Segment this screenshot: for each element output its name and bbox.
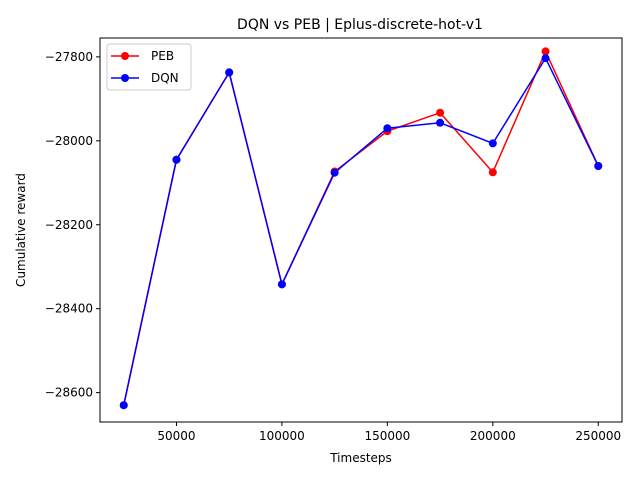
plot-area xyxy=(99,37,623,423)
legend-marker-dqn xyxy=(121,74,129,82)
data-point-peb xyxy=(541,47,550,56)
x-tick-label: 150000 xyxy=(364,429,410,443)
data-point-dqn xyxy=(330,168,339,177)
data-point-peb xyxy=(488,168,497,177)
y-tick-label: −28400 xyxy=(45,302,93,316)
chart-title: DQN vs PEB | Eplus-discrete-hot-v1 xyxy=(237,17,483,33)
data-point-dqn xyxy=(488,139,497,148)
series-line-dqn xyxy=(122,56,599,406)
y-axis-label: Cumulative reward xyxy=(14,173,28,287)
data-point-dqn xyxy=(225,68,234,77)
data-point-peb xyxy=(436,108,445,117)
data-point-dqn xyxy=(541,54,550,63)
x-tick-label: 200000 xyxy=(470,429,516,443)
y-tick-label: −28200 xyxy=(45,218,93,232)
legend: PEB DQN xyxy=(106,43,192,91)
x-tick-label: 250000 xyxy=(575,429,621,443)
legend-marker-peb xyxy=(121,52,129,60)
x-axis: 50000 100000 150000 200000 250000 xyxy=(157,422,621,443)
data-point-dqn xyxy=(277,280,286,289)
data-point-dqn xyxy=(119,401,128,410)
y-tick-label: −28000 xyxy=(45,134,93,148)
y-axis: −28600 −28400 −28200 −28000 −27800 xyxy=(45,50,100,400)
x-tick-label: 100000 xyxy=(259,429,305,443)
data-point-dqn xyxy=(383,124,392,133)
y-tick-label: −28600 xyxy=(45,386,93,400)
series-layer xyxy=(119,47,603,410)
series-line-peb xyxy=(122,49,599,406)
y-tick-label: −27800 xyxy=(45,50,93,64)
x-tick-label: 50000 xyxy=(157,429,195,443)
legend-label-dqn: DQN xyxy=(151,71,179,85)
data-point-dqn xyxy=(594,162,603,170)
x-axis-label: Timesteps xyxy=(329,451,392,465)
legend-label-peb: PEB xyxy=(151,49,174,63)
data-point-dqn xyxy=(172,155,181,164)
plot-frame xyxy=(99,37,623,423)
data-point-dqn xyxy=(436,118,445,127)
